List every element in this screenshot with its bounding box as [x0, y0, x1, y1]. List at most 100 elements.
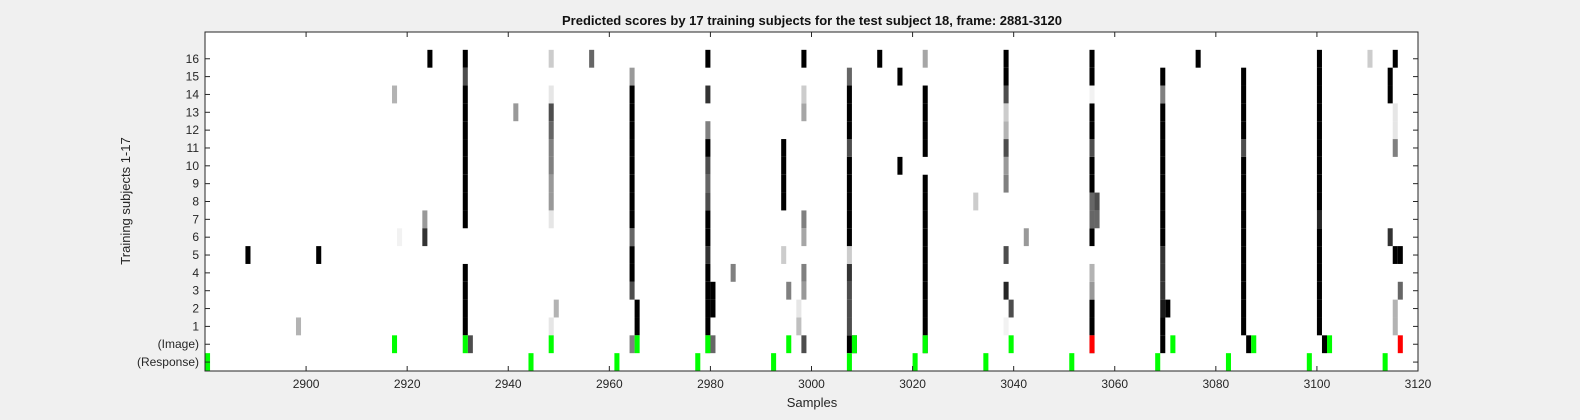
score-cell	[462, 192, 468, 211]
score-cell	[1397, 281, 1403, 300]
y-tick-label: 13	[186, 105, 200, 119]
score-cell	[1397, 246, 1403, 264]
score-cell	[462, 139, 468, 157]
score-cell	[1003, 281, 1009, 300]
score-cell	[1089, 281, 1095, 300]
score-cell	[1089, 139, 1095, 157]
image-event-marker	[462, 335, 468, 354]
score-cell	[548, 121, 554, 140]
score-cell	[1241, 263, 1247, 282]
score-cell	[629, 281, 635, 300]
score-cell	[801, 263, 807, 282]
score-cell	[1387, 67, 1393, 86]
score-cell	[922, 317, 928, 336]
score-cell	[548, 103, 554, 122]
score-cell	[629, 103, 635, 122]
score-cell	[1003, 121, 1009, 140]
image-event-marker	[1397, 335, 1403, 354]
y-tick-label: 14	[186, 87, 200, 101]
score-cell	[1003, 317, 1009, 336]
score-cell	[1003, 246, 1009, 264]
score-cell	[1089, 263, 1095, 282]
score-cell	[1241, 317, 1247, 336]
score-cell	[781, 192, 787, 211]
score-cell	[705, 263, 711, 282]
x-tick-label: 3100	[1304, 377, 1331, 391]
score-cell	[1160, 103, 1166, 122]
score-cell	[1003, 103, 1009, 122]
score-cell	[1003, 67, 1009, 86]
score-cell	[629, 139, 635, 157]
x-tick-label: 3080	[1202, 377, 1229, 391]
score-cell	[1003, 156, 1009, 175]
score-cell	[1316, 263, 1322, 282]
score-cell	[589, 49, 595, 68]
response-marker	[1382, 353, 1388, 371]
response-marker	[1306, 353, 1312, 371]
score-cell	[846, 281, 852, 300]
score-cell	[1241, 246, 1247, 264]
score-cell	[1160, 281, 1166, 300]
y-tick-label: 7	[192, 212, 199, 226]
y-tick-label: 2	[192, 302, 199, 316]
score-cell	[629, 246, 635, 264]
score-cell	[796, 299, 802, 318]
score-cell	[705, 85, 711, 104]
score-cell	[1160, 192, 1166, 211]
score-cell	[1241, 174, 1247, 193]
y-tick-label: 16	[186, 52, 200, 66]
score-cell	[846, 246, 852, 264]
score-cell	[846, 317, 852, 336]
score-cell	[629, 228, 635, 247]
score-cell	[801, 281, 807, 300]
score-cell	[1160, 335, 1166, 354]
y-tick-label: 10	[186, 159, 200, 173]
score-cell	[462, 67, 468, 86]
score-cell	[462, 299, 468, 318]
image-event-marker	[1008, 335, 1014, 354]
score-cell	[1392, 299, 1398, 318]
score-cell	[705, 228, 711, 247]
score-cell	[1241, 139, 1247, 157]
score-cell	[801, 335, 807, 354]
score-cell	[629, 174, 635, 193]
score-cell	[422, 210, 428, 229]
score-cell	[1241, 281, 1247, 300]
score-cell	[629, 67, 635, 86]
y-tick-label: 11	[187, 141, 200, 155]
score-cell	[1094, 192, 1100, 211]
response-marker	[912, 353, 918, 371]
score-cell	[1241, 228, 1247, 247]
image-event-marker	[705, 335, 711, 354]
x-tick-label: 3060	[1101, 377, 1128, 391]
score-cell	[1023, 228, 1029, 247]
score-cell	[462, 85, 468, 104]
score-cell	[1089, 210, 1095, 229]
score-cell	[392, 85, 398, 104]
score-cell	[316, 246, 322, 264]
score-cell	[922, 192, 928, 211]
x-axis-label: Samples	[787, 395, 838, 410]
score-cell	[846, 174, 852, 193]
response-marker	[1069, 353, 1075, 371]
score-cell	[548, 192, 554, 211]
score-cell	[462, 121, 468, 140]
score-cell	[1160, 139, 1166, 157]
score-cell	[1316, 49, 1322, 68]
score-cell	[705, 121, 711, 140]
response-marker	[528, 353, 534, 371]
score-cell	[629, 192, 635, 211]
score-cell	[1392, 317, 1398, 336]
score-cell	[634, 299, 640, 318]
score-cell	[846, 299, 852, 318]
score-cell	[1089, 49, 1095, 68]
score-cell	[846, 210, 852, 229]
score-cell	[462, 210, 468, 229]
score-cell	[397, 228, 403, 247]
response-marker	[614, 353, 620, 371]
score-cell	[846, 139, 852, 157]
score-cell	[801, 49, 807, 68]
score-cell	[1094, 210, 1100, 229]
score-cell	[1316, 192, 1322, 211]
x-tick-label: 2940	[495, 377, 522, 391]
